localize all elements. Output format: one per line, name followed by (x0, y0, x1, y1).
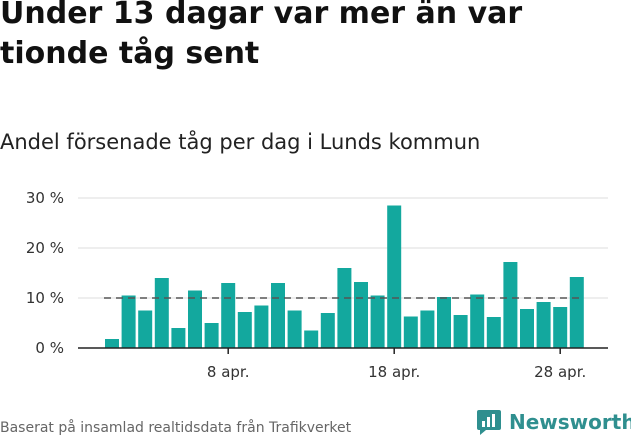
bar (536, 302, 551, 348)
chart-title: Under 13 dagar var mer än var tionde tåg… (0, 0, 523, 71)
bar (503, 262, 518, 348)
y-tick-label: 10 % (26, 289, 64, 307)
bar (188, 290, 202, 348)
bar (254, 305, 269, 348)
newsworthy-logo-icon (477, 410, 501, 435)
bar (337, 268, 352, 348)
bar (237, 312, 252, 348)
bar (486, 317, 501, 348)
bar (121, 295, 136, 348)
bar (370, 295, 385, 348)
bar (171, 328, 186, 348)
y-tick-label: 30 % (26, 189, 64, 207)
bar (304, 330, 319, 348)
bar (154, 278, 169, 348)
bar-chart: 0 % 10 % 20 % 30 % 8 apr. 18 apr. 28 apr. (26, 189, 608, 381)
bar (271, 283, 285, 348)
x-tick-label: 8 apr. (207, 363, 250, 381)
y-tick-label: 20 % (26, 239, 64, 257)
bar (204, 323, 219, 348)
bar (437, 297, 451, 348)
bar (354, 282, 368, 348)
brand-logo: Newsworthy (476, 406, 631, 438)
bar (221, 283, 236, 348)
bar (105, 339, 119, 348)
bar (520, 309, 534, 348)
bar (553, 307, 568, 348)
x-tick-label: 28 apr. (534, 363, 586, 381)
bar (138, 310, 153, 348)
bar (287, 310, 302, 348)
bar (420, 310, 435, 348)
bar (320, 313, 335, 348)
bar (453, 315, 468, 348)
axes: 0 % 10 % 20 % 30 % 8 apr. 18 apr. 28 apr. (26, 189, 608, 381)
bar (569, 277, 584, 348)
bar (470, 294, 485, 348)
source-note: Baserat på insamlad realtidsdata från Tr… (0, 420, 352, 436)
bar (403, 316, 418, 348)
brand-name: Newsworthy (509, 410, 631, 434)
x-tick-label: 18 apr. (368, 363, 420, 381)
bars (105, 205, 584, 348)
bar (387, 205, 402, 348)
chart-subtitle: Andel försenade tåg per dag i Lunds komm… (0, 130, 481, 154)
y-tick-label: 0 % (35, 339, 64, 357)
